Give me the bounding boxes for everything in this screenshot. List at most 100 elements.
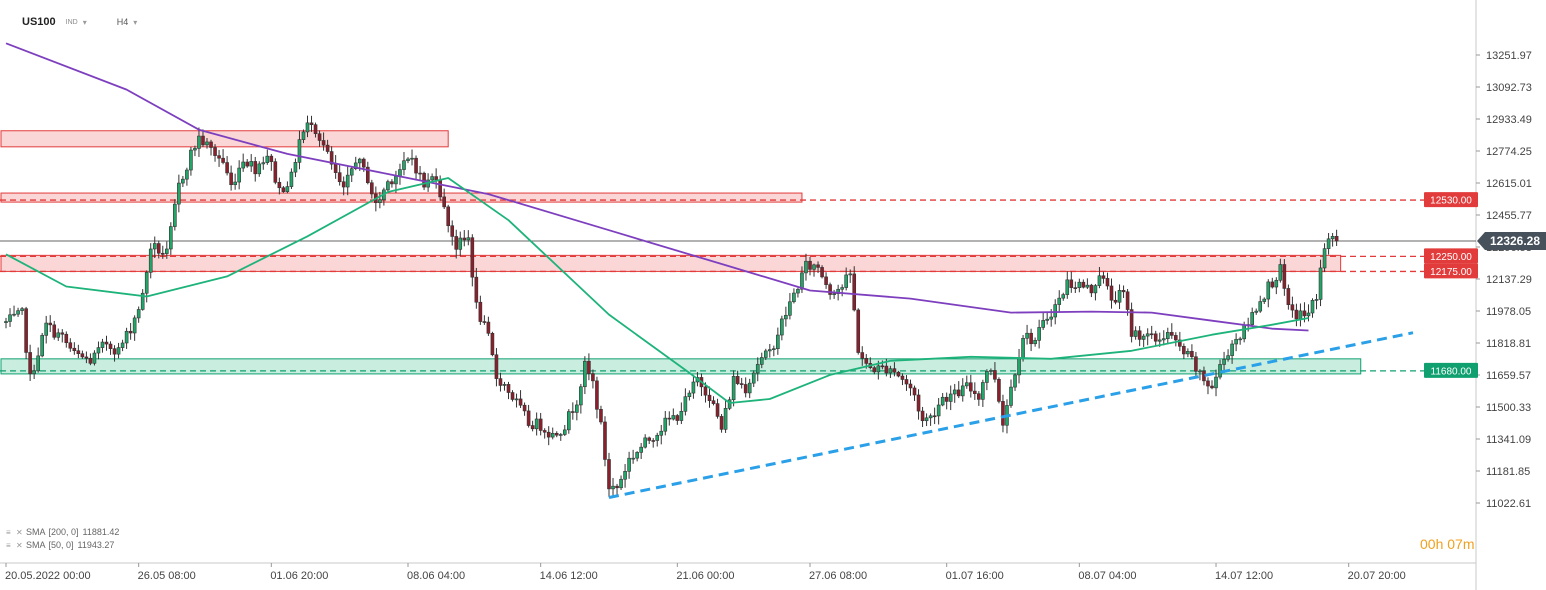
candle — [1149, 325, 1154, 339]
level-price-label: 12175.00 — [1430, 267, 1472, 278]
candle — [643, 434, 647, 449]
candle — [1029, 328, 1033, 352]
candle-body — [755, 364, 760, 374]
candle-body — [691, 381, 696, 394]
candle-body — [410, 157, 414, 160]
candle-body — [1109, 285, 1114, 301]
candle — [1286, 284, 1291, 310]
candle — [960, 378, 965, 402]
candle — [1210, 380, 1214, 390]
candle — [599, 405, 603, 425]
candle — [1334, 229, 1339, 246]
candle-body — [1174, 335, 1178, 341]
candle — [1206, 377, 1210, 395]
remove-indicator-icon[interactable]: ✕ — [16, 527, 23, 537]
candle — [928, 413, 933, 426]
candle-body — [12, 313, 16, 316]
candle — [1194, 351, 1198, 378]
candle — [1314, 293, 1319, 310]
candle-body — [1073, 287, 1078, 289]
candle — [607, 452, 611, 498]
candle-body — [321, 140, 326, 146]
candle-body — [1049, 316, 1053, 320]
candle-body — [478, 301, 483, 322]
candle — [482, 315, 487, 325]
candle-body — [482, 321, 487, 323]
timeframe-selector[interactable]: H4 — [116, 17, 129, 27]
candle-body — [812, 264, 816, 270]
candle-body — [128, 330, 133, 334]
candle-body — [165, 248, 169, 254]
candle — [169, 222, 173, 255]
candle — [538, 412, 543, 436]
candle-body — [92, 352, 97, 364]
candle-body — [378, 199, 382, 204]
candle — [776, 327, 780, 355]
candle — [860, 346, 865, 366]
candle-body — [466, 237, 471, 241]
candle — [948, 385, 953, 411]
candle-body — [1302, 310, 1307, 317]
candle — [550, 427, 555, 440]
candle-body — [784, 314, 788, 320]
candle — [156, 240, 161, 259]
candle-body — [353, 162, 358, 169]
candle-body — [64, 333, 69, 344]
candle-body — [257, 163, 262, 175]
candle — [152, 236, 157, 259]
remove-indicator-icon[interactable]: ✕ — [16, 540, 23, 550]
candle — [719, 414, 724, 433]
candle — [1174, 332, 1178, 347]
candle — [128, 323, 133, 340]
indicator-menu-icon[interactable]: ≡ — [6, 527, 11, 537]
candle-body — [643, 437, 647, 448]
symbol-dropdown-caret-icon[interactable]: ▾ — [82, 17, 87, 27]
candle-body — [486, 321, 491, 334]
candle — [325, 139, 330, 154]
candle-body — [1230, 343, 1234, 356]
candle — [755, 357, 760, 382]
candle-body — [301, 131, 306, 140]
candle — [1326, 233, 1331, 255]
resistance-zone — [0, 254, 1342, 272]
candle-body — [173, 203, 177, 227]
candle — [1121, 285, 1126, 299]
candle — [562, 424, 567, 436]
candle-body — [112, 348, 117, 355]
candle — [916, 389, 921, 420]
candle-body — [434, 176, 438, 181]
candle — [739, 377, 744, 389]
candle — [48, 315, 53, 333]
candle-body — [169, 226, 173, 250]
candle-body — [928, 415, 933, 419]
sma-200-line — [5, 42, 1309, 332]
candle-body — [924, 417, 929, 422]
trendline[interactable] — [608, 331, 1414, 499]
candle-body — [498, 378, 503, 386]
candle-body — [305, 122, 310, 133]
candle-body — [675, 415, 680, 421]
candle-body — [530, 425, 535, 430]
candle — [1097, 267, 1102, 289]
candle-body — [715, 403, 720, 417]
level-price-tag — [1424, 362, 1478, 378]
candle-body — [1093, 285, 1098, 294]
timeframe-dropdown-caret-icon[interactable]: ▾ — [133, 17, 138, 27]
candle — [76, 344, 81, 359]
candle-body — [788, 301, 792, 316]
candle — [1274, 277, 1279, 295]
indicator-menu-icon[interactable]: ≡ — [6, 540, 11, 550]
candle — [510, 390, 515, 402]
candle — [1017, 348, 1021, 384]
candle-body — [820, 267, 824, 278]
candle-body — [337, 172, 342, 183]
candle — [406, 157, 410, 164]
candle-body — [100, 341, 105, 348]
candle — [940, 393, 945, 407]
candle — [16, 307, 20, 317]
candle — [1117, 284, 1122, 310]
candle — [281, 186, 286, 193]
candle-body — [1306, 312, 1311, 317]
